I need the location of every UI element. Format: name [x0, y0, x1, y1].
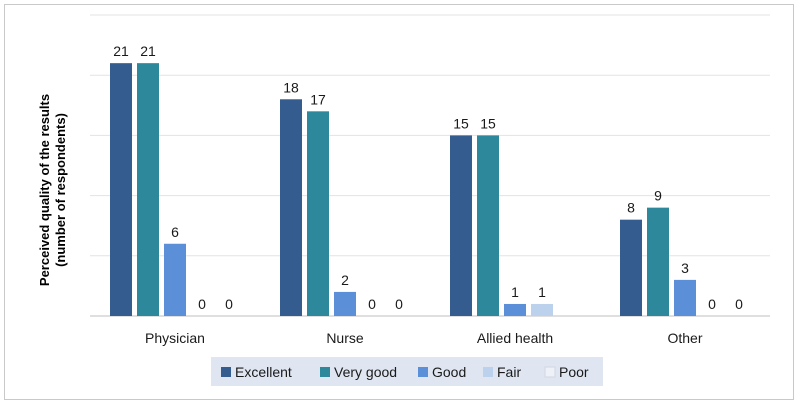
y-axis-title-line-2: (number of respondents)	[53, 113, 68, 267]
bar-excellent-nurse	[280, 99, 302, 316]
value-label: 1	[511, 284, 519, 300]
bar-good-physician	[164, 243, 186, 316]
category-labels: Physician Nurse Allied health Other	[145, 330, 703, 346]
bar-very-good-allied-health	[477, 135, 499, 316]
bar-good-allied-health	[504, 303, 526, 316]
bar-very-good-nurse	[307, 111, 329, 316]
value-label: 0	[735, 296, 743, 312]
legend-label: Very good	[334, 364, 397, 380]
legend: Excellent Very good Good Fair Poor	[211, 357, 603, 386]
value-label: 18	[283, 79, 299, 95]
value-label: 17	[310, 91, 326, 107]
legend-swatch	[418, 367, 428, 377]
legend-label: Excellent	[235, 364, 292, 380]
legend-swatch	[544, 366, 556, 378]
legend-swatch	[320, 367, 330, 377]
bar-very-good-other	[647, 207, 669, 316]
value-label: 21	[140, 43, 156, 59]
category-label: Other	[667, 330, 702, 346]
value-label: 3	[681, 260, 689, 276]
category-label: Allied health	[477, 330, 553, 346]
bar-excellent-allied-health	[450, 135, 472, 316]
value-label: 2	[341, 272, 349, 288]
category-label: Physician	[145, 330, 205, 346]
bar-excellent-physician	[110, 63, 132, 316]
legend-label: Poor	[559, 364, 589, 380]
legend-label: Good	[432, 364, 466, 380]
bars	[110, 63, 696, 316]
bar-fair-allied-health	[531, 303, 553, 316]
category-label: Nurse	[326, 330, 364, 346]
value-label: 1	[538, 284, 546, 300]
legend-swatch	[483, 367, 493, 377]
y-axis-title-line-1: Perceived quality of the results	[37, 94, 52, 286]
legend-swatch	[221, 367, 231, 377]
value-label: 8	[627, 200, 635, 216]
value-label: 15	[480, 115, 496, 131]
legend-label: Fair	[497, 364, 521, 380]
value-label: 15	[453, 115, 469, 131]
value-label: 0	[368, 296, 376, 312]
bar-very-good-physician	[137, 63, 159, 316]
legend-box	[211, 357, 603, 386]
bar-good-other	[674, 279, 696, 316]
value-label: 6	[171, 224, 179, 240]
value-label: 0	[225, 296, 233, 312]
value-label: 9	[654, 188, 662, 204]
value-label: 0	[395, 296, 403, 312]
bar-good-nurse	[334, 291, 356, 316]
value-label: 0	[708, 296, 716, 312]
value-label: 0	[198, 296, 206, 312]
chart-frame: 21 21 6 0 0 18 17 2 0 0 15 15 1 1 8 9 3 0 0 Physician Nurse…	[4, 4, 794, 400]
value-label: 21	[113, 43, 129, 59]
bar-excellent-other	[620, 219, 642, 316]
